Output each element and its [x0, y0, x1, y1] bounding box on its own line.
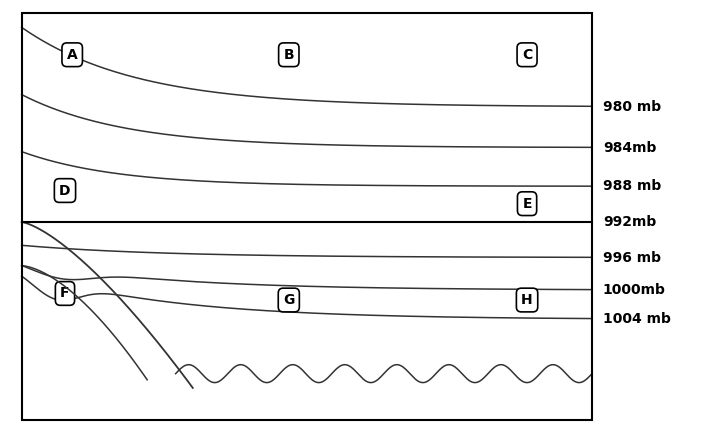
Text: 984mb: 984mb: [603, 141, 656, 155]
Text: 992mb: 992mb: [603, 215, 656, 229]
Text: A: A: [67, 48, 77, 62]
Text: E: E: [522, 197, 532, 211]
Text: C: C: [522, 48, 532, 62]
Text: 988 mb: 988 mb: [603, 179, 661, 193]
Bar: [22, 13, 592, 420]
Text: H: H: [521, 293, 533, 307]
Text: F: F: [60, 286, 70, 300]
Text: 1004 mb: 1004 mb: [603, 312, 671, 326]
Text: D: D: [59, 184, 71, 198]
Text: G: G: [283, 293, 295, 307]
Text: 1000mb: 1000mb: [603, 283, 666, 297]
Text: 980 mb: 980 mb: [603, 100, 661, 114]
Text: B: B: [284, 48, 294, 62]
Text: 996 mb: 996 mb: [603, 251, 661, 265]
